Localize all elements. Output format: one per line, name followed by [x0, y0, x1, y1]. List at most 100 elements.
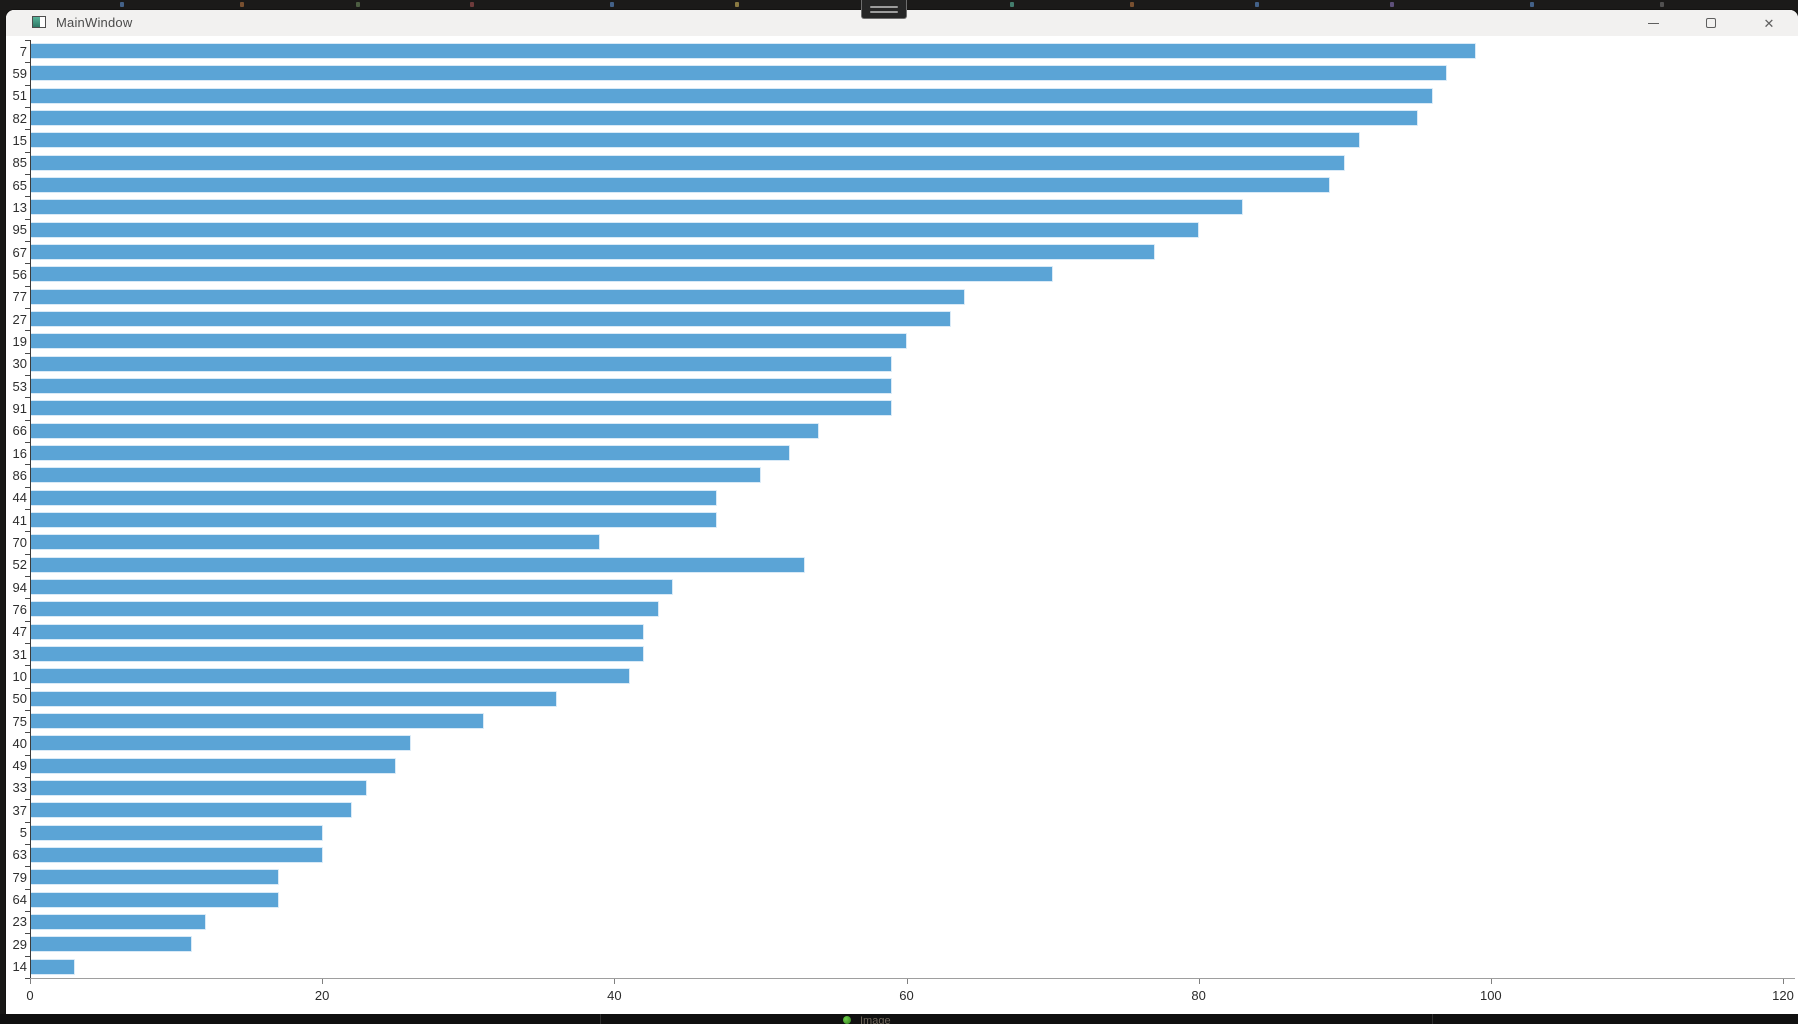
bar — [31, 87, 1433, 104]
bar-row: 50 — [13, 688, 1783, 710]
bar — [31, 869, 280, 886]
y-tick-label: 77 — [12, 289, 27, 305]
bar-row: 49 — [13, 755, 1783, 777]
bar — [31, 802, 353, 819]
grab-handle-icon[interactable] — [861, 0, 907, 19]
x-axis-tick — [1198, 979, 1200, 984]
y-tick-label: 19 — [12, 333, 27, 349]
y-tick-label: 91 — [12, 400, 27, 416]
bar — [31, 177, 1331, 194]
y-axis-tick — [25, 754, 30, 756]
x-tick-label: 40 — [607, 988, 622, 1003]
y-tick-label: 51 — [12, 88, 27, 104]
minimize-button[interactable] — [1624, 10, 1682, 36]
y-tick-label: 63 — [12, 847, 27, 863]
bar-row: 66 — [13, 420, 1783, 442]
y-axis-tick — [25, 464, 30, 466]
x-axis-tick — [322, 979, 324, 984]
bar-row: 30 — [13, 353, 1783, 375]
y-tick-label: 16 — [12, 445, 27, 461]
bar-row: 53 — [13, 375, 1783, 397]
y-axis-tick — [25, 40, 30, 41]
y-tick-label: 85 — [12, 155, 27, 171]
y-tick-label: 5 — [19, 825, 27, 841]
x-axis-tick — [614, 979, 616, 984]
bar — [31, 311, 951, 328]
bar-row: 91 — [13, 397, 1783, 419]
y-tick-label: 56 — [12, 266, 27, 282]
x-tick-label: 100 — [1479, 988, 1502, 1003]
bar — [31, 512, 718, 529]
y-axis-tick — [25, 174, 30, 175]
bar — [31, 221, 1199, 238]
bar — [31, 556, 805, 573]
bar — [31, 579, 674, 596]
y-tick-label: 50 — [12, 691, 27, 707]
bar — [31, 110, 1418, 127]
qt-app-icon — [32, 16, 46, 28]
bar — [31, 958, 75, 975]
y-tick-label: 95 — [12, 222, 27, 238]
y-axis-tick — [25, 576, 30, 577]
y-axis-tick — [25, 84, 30, 86]
bar — [31, 891, 280, 908]
y-tick-label: 82 — [12, 110, 27, 126]
x-tick-label: 60 — [899, 988, 914, 1003]
maximize-button[interactable] — [1682, 10, 1740, 36]
bar — [31, 646, 645, 663]
bar — [31, 43, 1477, 60]
bar-row: 51 — [13, 85, 1783, 107]
bar-row: 75 — [13, 710, 1783, 732]
maximize-icon — [1706, 18, 1716, 28]
y-axis-tick — [25, 598, 30, 600]
y-tick-label: 27 — [12, 311, 27, 327]
bar-row: 5 — [20, 821, 1783, 843]
y-axis-tick — [25, 62, 30, 64]
y-axis-tick — [25, 107, 30, 108]
bar — [31, 668, 630, 685]
bar — [31, 713, 484, 729]
bar — [31, 735, 411, 752]
bar-row: 14 — [13, 955, 1783, 977]
x-axis-tick — [1783, 979, 1784, 984]
bar-row: 44 — [13, 487, 1783, 509]
bar — [31, 489, 718, 506]
bar — [31, 199, 1243, 216]
y-tick-label: 52 — [12, 557, 27, 573]
y-axis-tick — [25, 911, 30, 912]
y-axis-tick — [25, 978, 30, 979]
minimize-icon — [1647, 22, 1659, 24]
bar — [31, 333, 907, 350]
y-tick-label: 37 — [12, 802, 27, 818]
close-button[interactable]: ✕ — [1740, 10, 1798, 36]
window-title: MainWindow — [56, 15, 133, 30]
y-tick-label: 67 — [12, 244, 27, 260]
bar-row: 95 — [13, 219, 1783, 241]
bar-row: 15 — [13, 129, 1783, 151]
y-axis-tick — [25, 129, 30, 131]
bar-row: 27 — [13, 308, 1783, 330]
y-axis-tick — [25, 866, 30, 868]
y-axis-tick — [25, 486, 30, 488]
bar-row: 47 — [13, 621, 1783, 643]
bar-row: 94 — [13, 576, 1783, 598]
bar — [31, 846, 323, 863]
y-axis-tick — [25, 330, 30, 332]
x-tick-label: 0 — [26, 988, 34, 1003]
window-controls: ✕ — [1624, 10, 1798, 36]
y-tick-label: 10 — [12, 668, 27, 684]
y-axis-tick — [25, 777, 30, 778]
bar — [31, 355, 893, 372]
green-status-dot-icon — [843, 1016, 851, 1024]
bar — [31, 601, 659, 618]
bar — [31, 824, 323, 841]
y-axis-tick — [25, 620, 30, 622]
bar-row: 86 — [13, 464, 1783, 486]
bar — [31, 779, 367, 796]
y-axis-tick — [25, 308, 30, 309]
y-tick-label: 14 — [12, 959, 27, 975]
bar-row: 52 — [13, 554, 1783, 576]
bar — [31, 266, 1053, 283]
bar-row: 37 — [13, 799, 1783, 821]
